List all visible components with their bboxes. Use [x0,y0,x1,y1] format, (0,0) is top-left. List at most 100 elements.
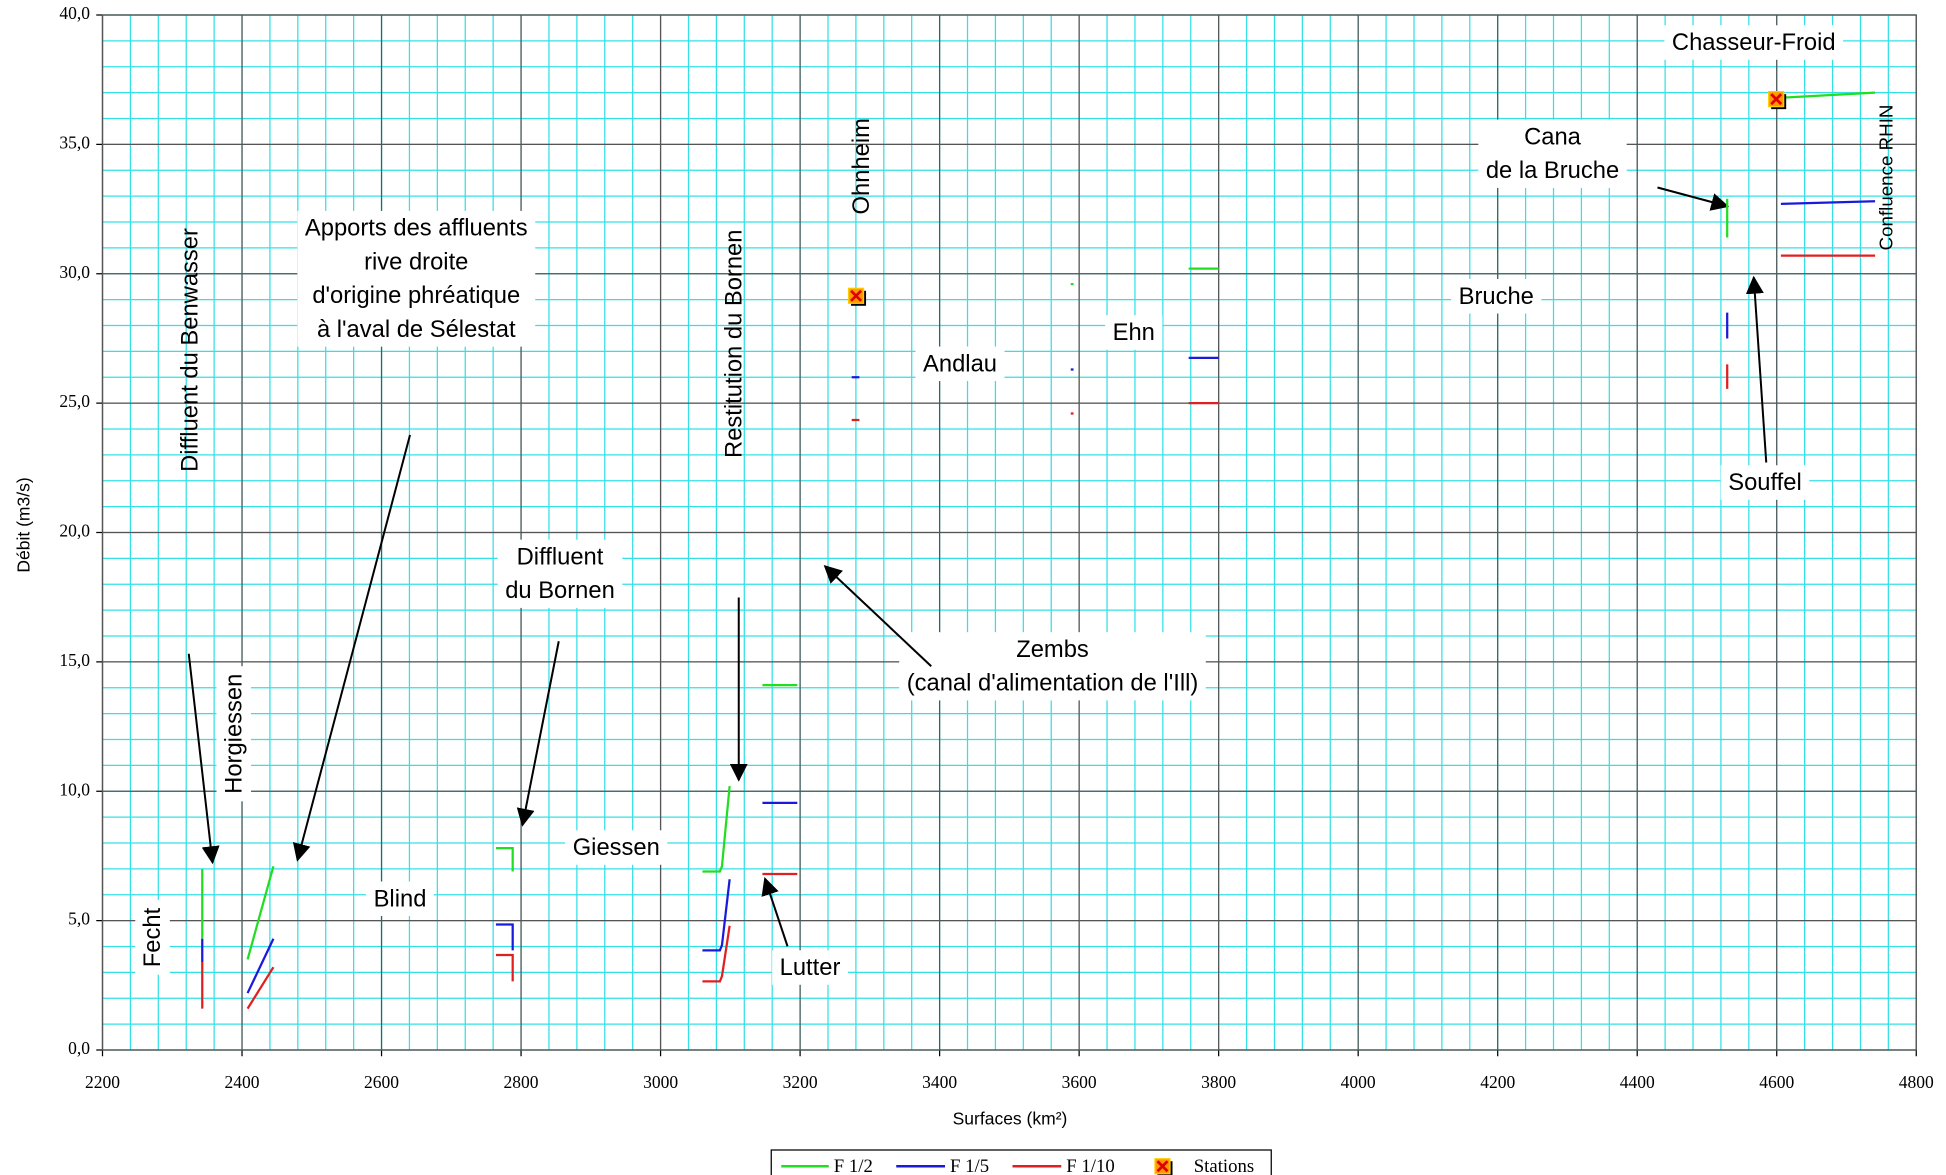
annotation-text: Diffluent du Benwasser [177,228,204,472]
x-tick-label: 2600 [364,1072,399,1092]
annotation: Giessen [565,830,668,865]
annotation: Souffel [1720,465,1810,500]
series-line [201,91,1876,960]
annotation: Cana de la Bruche [1478,119,1627,188]
annotation-background [297,210,536,347]
annotation: Chasseur-Froid [1664,25,1844,60]
station-cross [1156,1160,1169,1173]
arrows [187,186,1768,947]
annotation: Ehn [1105,315,1163,350]
y-tick-label: 20,0 [59,521,90,541]
annotation-text: du Bornen [505,577,615,604]
annotation-text: Giessen [573,834,660,861]
annotation-text: Blind [374,885,427,912]
annotation: Bruche [1451,279,1542,314]
annotation: Diffluent du Benwasser [177,228,204,472]
station-cross [1770,93,1783,106]
legend-label: Stations [1194,1156,1254,1175]
station-marker [847,287,867,306]
annotation-text: à l'aval de Sélestat [317,316,516,343]
legend-box [770,1149,1272,1175]
annotation-text: Souffel [1728,469,1802,496]
annotation-text: Fecht [139,907,166,967]
annotation-text: Cana [1524,123,1582,150]
y-tick-label: 35,0 [59,132,90,152]
x-tick-label: 4000 [1341,1072,1376,1092]
annotation-background [1105,315,1163,350]
x-tick-label: 3000 [643,1072,678,1092]
annotation-text: Bruche [1459,283,1534,310]
x-tick-label: 4600 [1759,1072,1794,1092]
x-tick-label: 3800 [1201,1072,1236,1092]
annotation-text: Ohnheim [848,118,875,214]
legend-label: F 1/2 [834,1156,873,1175]
legend-label: F 1/10 [1066,1156,1114,1175]
series-line [201,254,1876,1010]
annotation: Confluence RHIN [1875,105,1896,251]
y-tick-label: 25,0 [59,391,90,411]
annotation: Fecht [135,899,170,975]
annotation-text: Chasseur-Froid [1672,29,1836,56]
arrow [761,877,789,947]
annotation-text: (canal d'alimentation de l'Ill) [907,670,1199,697]
annotation-text: Zembs [1016,636,1089,663]
annotation-background [899,632,1206,701]
plot-frame [101,14,1917,1051]
series-line [201,200,1876,994]
arrow [187,653,220,865]
arrow [1657,186,1730,211]
annotation-background [565,830,668,865]
annotation-background [1720,465,1810,500]
annotation: Andlau [915,346,1005,382]
annotation: Diffluent du Bornen [497,539,623,608]
annotation: Apports des affluents rive droite d'origin… [297,210,536,347]
annotation-text: Confluence RHIN [1875,105,1896,251]
annotation: Blind [366,881,434,917]
annotation-text: rive droite [364,248,468,275]
y-tick-label: 10,0 [59,779,90,799]
legend-label: F 1/5 [950,1156,989,1175]
arrow [1745,275,1768,463]
annotation-text: Andlau [923,350,997,377]
annotation-text: Diffluent [517,543,604,570]
x-tick-label: 3200 [783,1072,818,1092]
x-tick-label: 2200 [85,1072,120,1092]
annotation: Lutter [772,950,848,985]
annotation-background [1478,119,1627,188]
y-axis-label: Débit (m3/s) [14,477,34,572]
annotation-background [216,666,252,802]
station-cross [850,289,863,302]
arrow [823,565,932,667]
annotation-background [497,539,623,608]
annotation-background [366,881,434,917]
y-tick-label: 0,0 [68,1038,90,1058]
station-marker [1768,91,1787,110]
arrow [292,434,411,862]
annotation-background [915,346,1005,382]
x-tick-label: 2800 [504,1072,539,1092]
annotation: Horgiessen [216,666,252,802]
x-axis-label: Surfaces (km²) [953,1109,1068,1129]
legend: F 1/2 F 1/5 F 1/10 Stations [770,1149,1272,1175]
y-tick-label: 30,0 [59,262,90,282]
annotation-background [1664,25,1844,60]
x-tick-label: 3400 [922,1072,957,1092]
annotation: Zembs (canal d'alimentation de l'Ill) [899,632,1206,701]
x-tick-label: 4400 [1620,1072,1655,1092]
y-tick-label: 5,0 [68,909,90,929]
annotation-text: Ehn [1113,319,1155,346]
annotation-text: d'origine phréatique [312,282,520,309]
annotation-background [772,950,848,985]
x-tick-label: 4800 [1899,1072,1934,1092]
annotation-text: Lutter [780,954,841,981]
y-tick-label: 40,0 [59,3,90,23]
annotation: Restitution du Bornen [720,230,747,458]
x-tick-label: 3600 [1062,1072,1097,1092]
x-tick-label: 2400 [225,1072,260,1092]
annotation-text: Horgiessen [220,674,247,794]
annotation-background [135,899,170,975]
annotation-text: Restitution du Bornen [720,230,747,458]
annotation-text: Apports des affluents [305,215,528,242]
annotation-text: de la Bruche [1486,157,1619,184]
